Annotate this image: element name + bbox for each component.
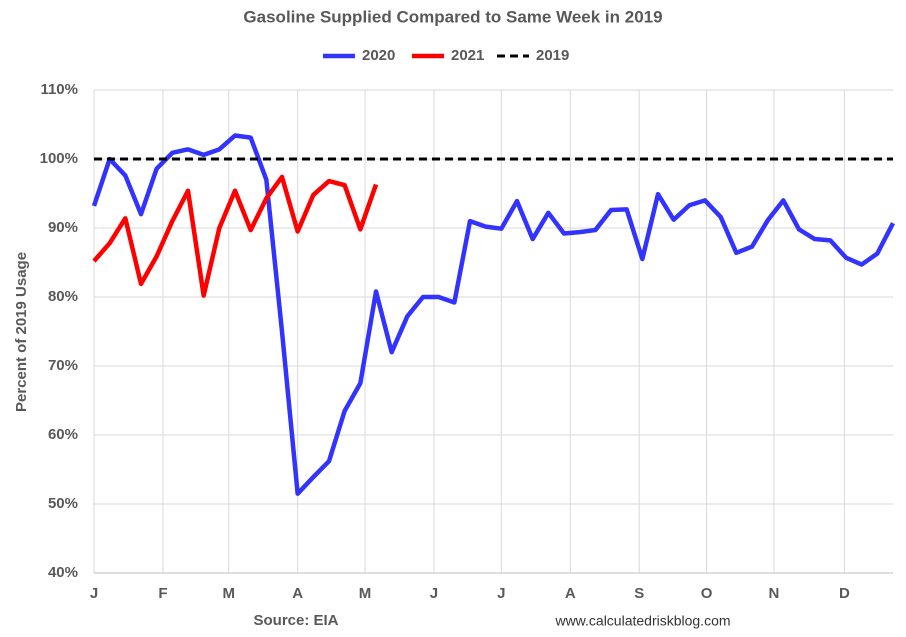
- x-tick-label: J: [497, 585, 505, 602]
- y-tick-label: 60%: [48, 426, 78, 443]
- x-tick-label: D: [839, 585, 850, 602]
- x-tick-label: J: [90, 585, 98, 602]
- x-tick-label: F: [158, 585, 167, 602]
- legend-label: 2019: [536, 47, 569, 64]
- y-tick-label: 70%: [48, 357, 78, 374]
- series-line: [92, 174, 379, 298]
- x-tick-label: O: [701, 585, 713, 602]
- x-tick-label: M: [359, 585, 372, 602]
- x-tick-label: N: [769, 585, 780, 602]
- y-tick-label: 80%: [48, 288, 78, 305]
- credit: www.calculatedriskblog.com: [554, 613, 730, 629]
- y-tick-label: 50%: [48, 495, 78, 512]
- y-tick-label: 100%: [40, 150, 78, 167]
- y-axis-label: Percent of 2019 Usage: [13, 252, 30, 412]
- x-tick-label: S: [634, 585, 644, 602]
- chart-title: Gasoline Supplied Compared to Same Week …: [243, 7, 662, 26]
- legend-label: 2020: [362, 47, 395, 64]
- x-tick-label: A: [565, 585, 576, 602]
- y-tick-label: 90%: [48, 219, 78, 236]
- source: Source: EIA: [253, 612, 338, 629]
- x-tick-label: A: [292, 585, 303, 602]
- x-tick-label: J: [430, 585, 438, 602]
- y-tick-label: 40%: [48, 564, 78, 581]
- y-tick-label: 110%: [40, 81, 78, 98]
- legend-label: 2021: [451, 47, 484, 64]
- series-line: [91, 133, 895, 496]
- x-tick-label: M: [222, 585, 235, 602]
